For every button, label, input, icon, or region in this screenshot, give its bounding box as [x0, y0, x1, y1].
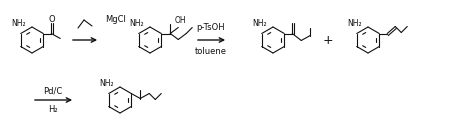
Text: Pd/C: Pd/C [43, 86, 63, 95]
Text: NH₂: NH₂ [129, 20, 144, 29]
Text: NH₂: NH₂ [11, 20, 26, 29]
Text: OH: OH [174, 16, 186, 25]
Text: H₂: H₂ [48, 105, 58, 114]
Text: NH₂: NH₂ [100, 80, 114, 89]
Text: NH₂: NH₂ [252, 20, 267, 29]
Text: +: + [323, 34, 333, 47]
Text: MgCl: MgCl [105, 15, 126, 24]
Text: p-TsOH: p-TsOH [196, 23, 225, 31]
Text: toluene: toluene [195, 48, 227, 56]
Text: NH₂: NH₂ [347, 20, 362, 29]
Text: O: O [49, 15, 55, 24]
